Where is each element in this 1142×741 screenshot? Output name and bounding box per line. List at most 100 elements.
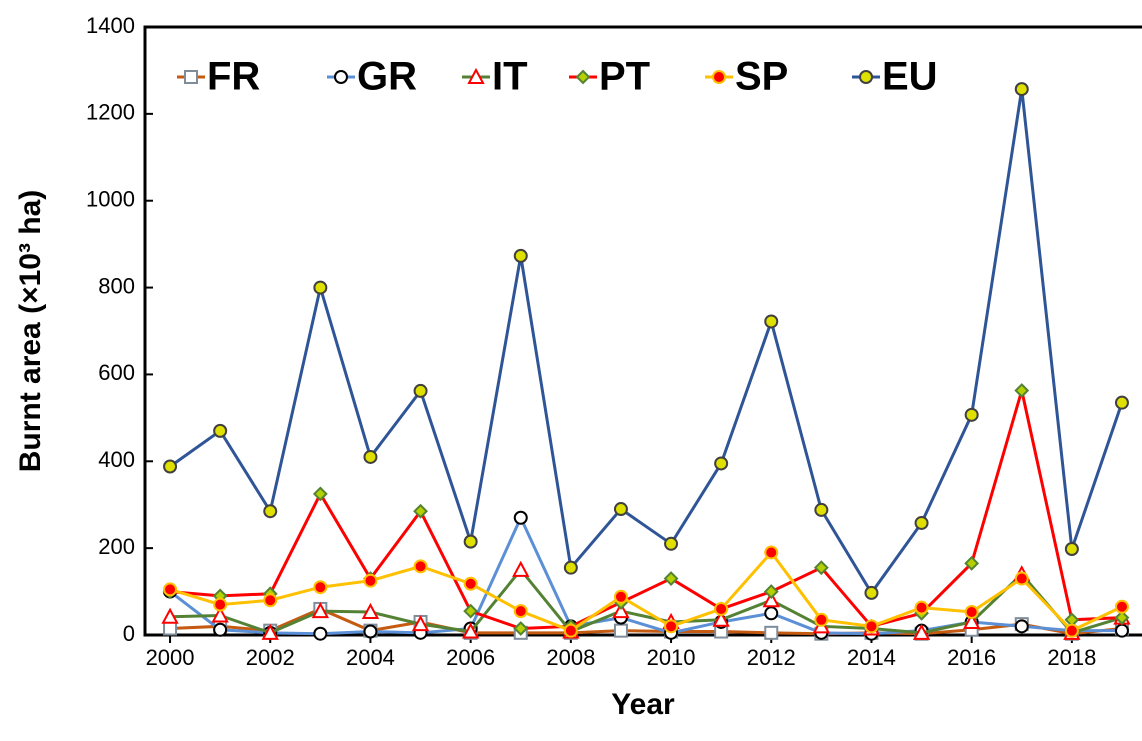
marker [714,601,729,616]
series-line [170,567,1123,635]
marker [912,623,931,640]
y-tick-label: 1200 [86,100,135,125]
marker [463,576,478,591]
series-line [169,88,1124,596]
marker [864,585,879,600]
marker [1114,395,1129,410]
marker [814,502,829,517]
marker [859,70,873,84]
legend-item: SP [705,55,788,99]
x-tick-label: 2018 [1047,645,1096,670]
legend-label: IT [492,55,528,99]
marker [613,502,628,517]
marker [513,621,529,636]
marker [163,582,178,597]
marker [161,607,179,624]
marker [363,449,378,464]
marker [814,612,829,627]
marker [313,280,328,295]
marker [213,597,228,612]
marker [263,593,278,608]
marker [964,407,979,422]
legend-label: GR [357,55,417,99]
y-axis-title: Burnt area (×10³ ha) [14,190,47,473]
x-tick-label: 2006 [446,645,495,670]
marker [764,314,779,329]
marker [163,621,178,636]
legend-item: FR [177,55,260,99]
marker [962,612,981,629]
legend-label: FR [207,55,260,99]
marker [764,545,779,560]
marker [712,70,726,84]
x-axis-title: Year [611,688,675,721]
marker [312,486,328,502]
marker [213,423,228,438]
legend-item: PT [569,55,650,99]
marker [413,383,428,398]
legend-item: GR [327,55,417,99]
y-tick-label: 600 [98,360,135,385]
marker [613,623,628,638]
marker [663,571,679,586]
marker [764,606,779,621]
legend-item: EU [852,55,938,99]
marker [311,602,330,619]
marker [513,604,528,619]
series-line [169,550,1123,633]
marker [463,534,478,549]
marker [613,589,628,604]
marker [964,555,980,571]
marker [1114,610,1130,626]
x-tick-label: 2008 [546,645,595,670]
marker [361,602,380,619]
marker [513,248,528,263]
series-line [169,390,1123,630]
marker [313,580,328,595]
marker [575,69,591,85]
marker [764,625,779,640]
marker [914,600,929,615]
legend-label: SP [735,55,788,99]
marker [964,604,979,619]
y-tick-label: 800 [98,273,135,298]
marker [664,536,679,551]
marker [363,573,378,588]
marker [363,624,378,639]
y-tick-label: 0 [123,621,135,646]
marker [1114,599,1129,614]
x-tick-label: 2004 [346,645,395,670]
axis-frame [143,25,1142,637]
marker [512,560,530,577]
marker [261,623,279,640]
marker [664,619,679,634]
marker [1064,542,1079,557]
marker [334,70,348,84]
marker [914,515,929,530]
marker [1114,623,1129,638]
marker [864,619,879,634]
x-tick-label: 2002 [246,645,295,670]
marker [184,70,198,84]
marker [467,67,485,84]
x-tick-label: 2012 [747,645,796,670]
marker [1014,82,1029,97]
y-tick-label: 400 [98,447,135,472]
marker [1014,619,1029,634]
marker [563,623,578,638]
legend-label: PT [599,55,650,99]
marker [712,610,730,627]
marker [762,591,780,608]
marker [813,560,829,576]
legend-label: EU [882,55,938,99]
legend-item: IT [462,55,528,99]
x-tick-label: 2014 [847,645,896,670]
marker [163,459,178,474]
marker [413,559,428,574]
marker [313,626,328,641]
x-tick-label: 2016 [947,645,996,670]
x-tick-label: 2010 [647,645,696,670]
y-tick-label: 1000 [86,187,135,212]
marker [513,510,528,525]
